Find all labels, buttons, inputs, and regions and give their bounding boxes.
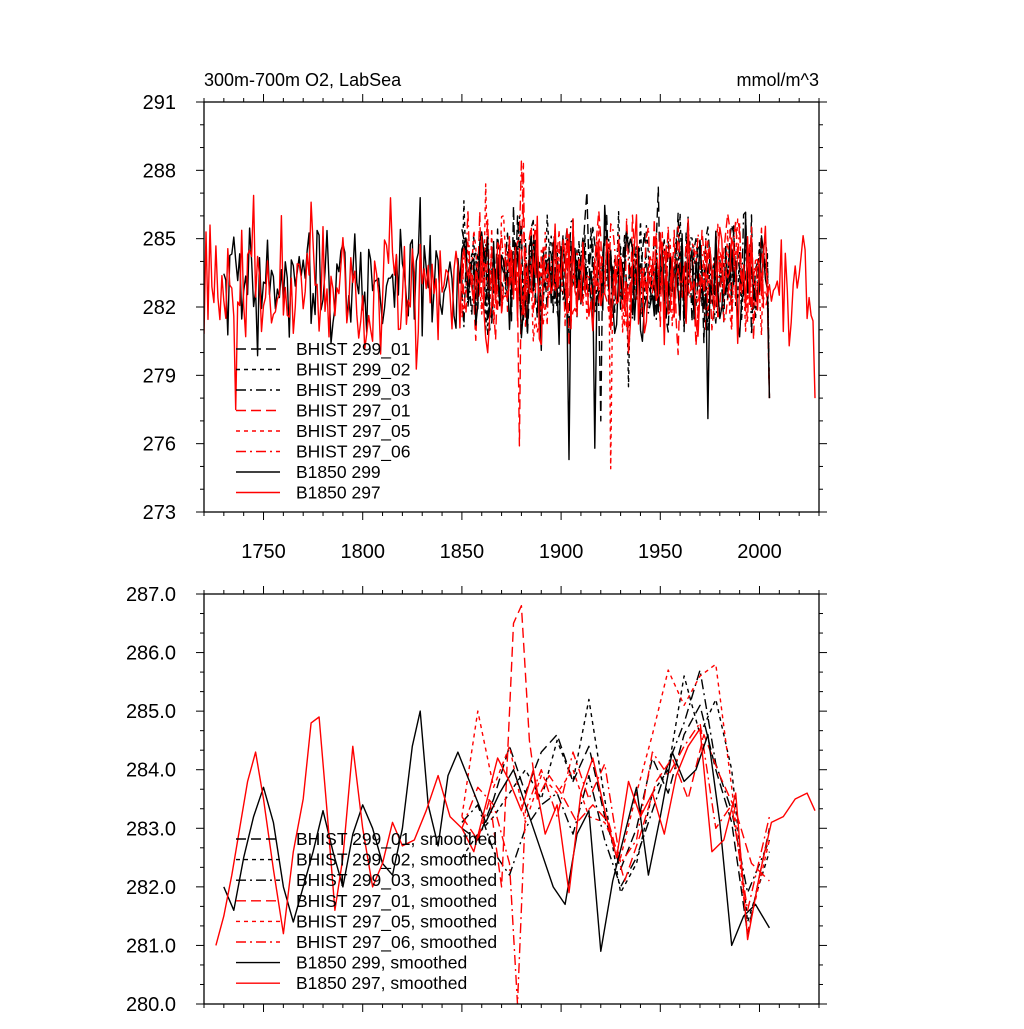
legend-label: BHIST 299_01 — [296, 339, 410, 360]
series-line-bhist-299-03-smoothed — [461, 669, 771, 894]
bottom-chart-plot-frame — [203, 593, 820, 1005]
legend-item-bhist-297-01: BHIST 297_01 — [236, 401, 410, 422]
plot-area — [204, 160, 816, 470]
legend-label: B1850 299 — [296, 462, 381, 482]
y-tick-label: 276 — [143, 434, 176, 456]
legend-item-bhist-297-06-smoothed: BHIST 297_06, smoothed — [236, 932, 497, 953]
plot-area — [215, 605, 816, 1004]
top-chart-panel: 273 276 279 282 285 288 291 1750 1800 1850 1900 19… — [143, 70, 827, 563]
y-tick-label: 288 — [143, 160, 176, 182]
x-tick-label: 1900 — [539, 541, 584, 563]
legend-label: BHIST 299_03, smoothed — [296, 870, 497, 891]
legend-item-bhist-297-01-smoothed: BHIST 297_01, smoothed — [236, 891, 497, 912]
top-chart-title: 300m-700m O2, LabSea — [204, 70, 402, 90]
y-tick-label: 281.0 — [126, 935, 176, 957]
y-tick-label: 282.0 — [126, 877, 176, 899]
legend-item-b1850-299: B1850 299 — [236, 462, 381, 482]
legend-item-bhist-299-02-smoothed: BHIST 299_02, smoothed — [236, 850, 497, 871]
legend-item-bhist-297-06: BHIST 297_06 — [236, 442, 410, 463]
y-tick-label: 279 — [143, 365, 176, 387]
legend-item-bhist-299-01: BHIST 299_01 — [236, 339, 410, 360]
series-line-b1850-297-smoothed — [215, 716, 816, 946]
legend-label: B1850 297, smoothed — [296, 973, 467, 993]
y-tick-label: 285 — [143, 229, 176, 251]
legend-label: BHIST 297_05 — [296, 421, 410, 442]
bottom-chart-series-group — [215, 605, 816, 1004]
series-line-bhist-297-05-smoothed — [461, 663, 771, 935]
y-tick-label: 280.0 — [126, 994, 176, 1016]
x-tick-label: 2000 — [737, 541, 782, 563]
series-line-bhist-297-06-smoothed — [461, 722, 771, 1004]
legend-item-b1850-297: B1850 297 — [236, 483, 381, 503]
top-chart-ticks — [196, 94, 827, 520]
x-tick-label: 1950 — [638, 541, 683, 563]
y-tick-label: 284.0 — [126, 760, 176, 782]
legend-label: B1850 297 — [296, 483, 381, 503]
top-chart-x-tick-labels: 1750 1800 1850 1900 1950 2000 — [241, 541, 781, 563]
top-chart-series-group — [204, 160, 816, 470]
legend-item-bhist-297-05-smoothed: BHIST 297_05, smoothed — [236, 911, 497, 932]
legend-label: BHIST 297_05, smoothed — [296, 911, 497, 932]
x-tick-label: 1850 — [440, 541, 485, 563]
top-chart-units: mmol/m^3 — [737, 70, 819, 90]
x-tick-label: 1800 — [340, 541, 385, 563]
legend-item-bhist-299-03-smoothed: BHIST 299_03, smoothed — [236, 870, 497, 891]
legend-label: BHIST 297_01 — [296, 401, 410, 422]
y-tick-label: 291 — [143, 92, 176, 114]
y-tick-label: 285.0 — [126, 701, 176, 723]
legend-label: BHIST 297_06 — [296, 442, 410, 463]
top-chart-y-tick-labels: 273 276 279 282 285 288 291 — [143, 92, 176, 524]
legend-label: BHIST 297_06, smoothed — [296, 932, 497, 953]
y-tick-label: 273 — [143, 502, 176, 524]
legend-item-b1850-297-smoothed: B1850 297, smoothed — [236, 973, 467, 993]
legend-label: B1850 299, smoothed — [296, 953, 467, 973]
y-tick-label: 283.0 — [126, 818, 176, 840]
legend-label: BHIST 299_03 — [296, 380, 410, 401]
x-tick-label: 1750 — [241, 541, 286, 563]
legend-item-bhist-297-05: BHIST 297_05 — [236, 421, 410, 442]
legend-item-bhist-299-01-smoothed: BHIST 299_01, smoothed — [236, 829, 497, 850]
legend-item-bhist-299-02: BHIST 299_02 — [236, 360, 410, 381]
y-tick-label: 282 — [143, 297, 176, 319]
legend-label: BHIST 299_02, smoothed — [296, 850, 497, 871]
series-line-b1850-299-smoothed — [223, 710, 771, 952]
bottom-chart-ticks — [196, 586, 827, 1012]
legend-item-b1850-299-smoothed: B1850 299, smoothed — [236, 953, 467, 973]
legend-label: BHIST 297_01, smoothed — [296, 891, 497, 912]
legend-item-bhist-299-03: BHIST 299_03 — [236, 380, 410, 401]
series-line-bhist-299-01 — [461, 186, 771, 422]
legend-label: BHIST 299_01, smoothed — [296, 829, 497, 850]
legend-label: BHIST 299_02 — [296, 360, 410, 381]
series-line-b1850-297 — [204, 194, 816, 411]
y-tick-label: 287.0 — [126, 584, 176, 606]
y-tick-label: 286.0 — [126, 643, 176, 665]
bottom-chart-panel: 280.0 281.0 282.0 283.0 284.0 285.0 286.0 287.0… — [126, 584, 827, 1016]
bottom-chart-y-tick-labels: 280.0 281.0 282.0 283.0 284.0 285.0 286.0 287.0 — [126, 584, 176, 1016]
